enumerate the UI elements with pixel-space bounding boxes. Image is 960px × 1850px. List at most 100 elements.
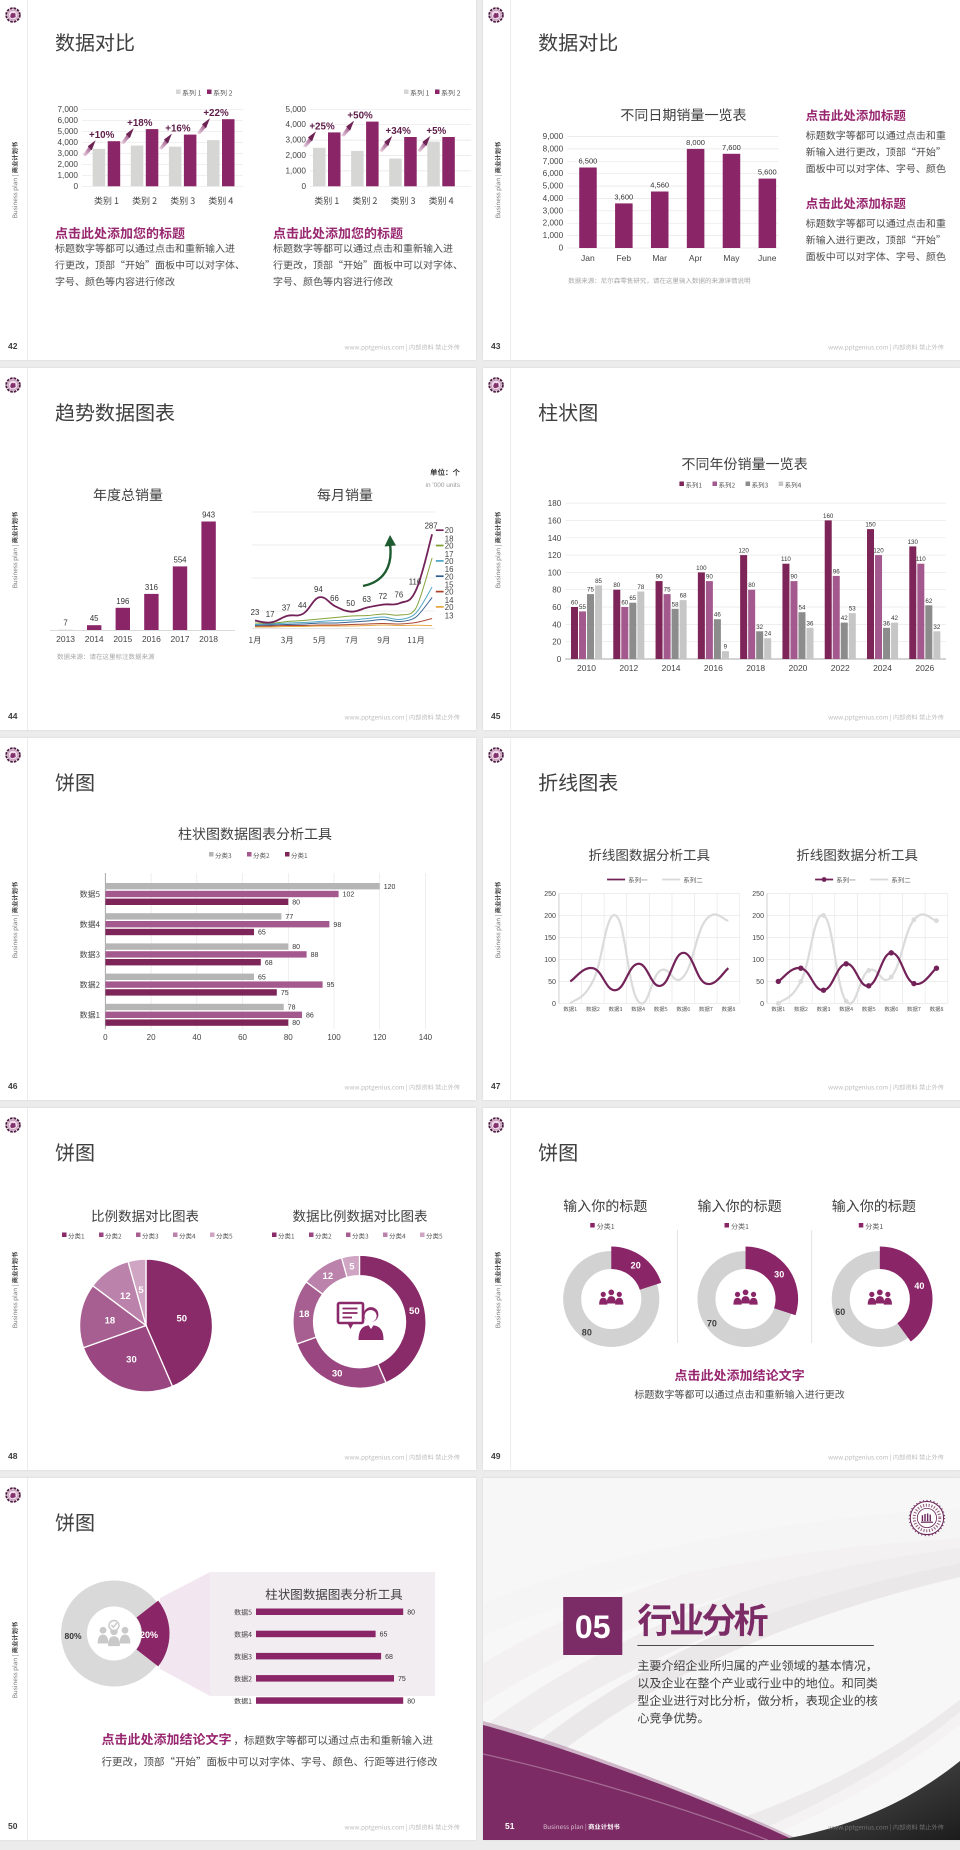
svg-text:100: 100 [327,1033,341,1042]
svg-text:2017: 2017 [171,634,190,644]
svg-text:150: 150 [865,522,876,529]
svg-text:102: 102 [343,892,355,899]
svg-text:120: 120 [373,1033,387,1042]
svg-text:32: 32 [756,624,763,631]
svg-text:51: 51 [505,1821,515,1831]
svg-text:4,000: 4,000 [543,194,564,203]
svg-text:9: 9 [724,644,728,651]
svg-text:2014: 2014 [662,663,681,673]
svg-text:50: 50 [548,979,556,986]
svg-text:287: 287 [425,522,438,531]
svg-text:80: 80 [407,1610,415,1617]
svg-text:60: 60 [571,600,578,607]
svg-text:20: 20 [445,526,454,535]
svg-text:18: 18 [299,1309,310,1320]
svg-text:12: 12 [323,1271,334,1282]
svg-text:2016: 2016 [142,634,161,644]
svg-text:20: 20 [631,1260,641,1270]
svg-text:30: 30 [126,1354,137,1365]
svg-text:4,000: 4,000 [58,138,79,147]
svg-text:80: 80 [292,1020,300,1027]
svg-text:7: 7 [63,619,67,628]
svg-text:76: 76 [395,591,404,600]
svg-text:0: 0 [103,1033,108,1042]
svg-text:37: 37 [282,603,291,612]
svg-text:40: 40 [552,620,561,629]
svg-text:3,000: 3,000 [58,149,79,158]
svg-text:40: 40 [192,1033,201,1042]
svg-text:30: 30 [774,1270,784,1280]
svg-text:13: 13 [445,611,454,620]
svg-text:110: 110 [916,556,926,563]
svg-text:Mar: Mar [652,253,667,263]
svg-text:120: 120 [738,548,749,555]
svg-text:50: 50 [756,979,764,986]
svg-text:65: 65 [380,1632,388,1639]
svg-text:+34%: +34% [386,126,412,137]
svg-text:196: 196 [116,597,129,606]
svg-text:36: 36 [807,620,814,627]
svg-text:5,000: 5,000 [58,127,79,136]
svg-text:0: 0 [552,1001,556,1008]
svg-text:75: 75 [587,587,594,594]
svg-text:60: 60 [621,600,628,607]
svg-text:5,000: 5,000 [286,105,307,114]
svg-text:68: 68 [385,1654,393,1661]
svg-text:30: 30 [332,1369,343,1380]
svg-text:17: 17 [445,550,454,559]
svg-text:2012: 2012 [619,663,638,673]
svg-text:40: 40 [914,1281,924,1291]
svg-text:94: 94 [314,585,323,594]
svg-text:80: 80 [748,582,755,589]
svg-text:68: 68 [680,593,687,600]
svg-text:100: 100 [696,565,707,572]
svg-text:48: 48 [8,1451,18,1461]
svg-text:85: 85 [595,578,602,585]
svg-text:47: 47 [491,1081,501,1091]
svg-text:0: 0 [760,1001,764,1008]
svg-text:4,560: 4,560 [650,181,669,190]
svg-text:943: 943 [202,510,215,519]
svg-text:5,600: 5,600 [758,168,777,177]
svg-text:6,000: 6,000 [58,116,79,125]
svg-text:7,000: 7,000 [543,157,564,166]
svg-text:54: 54 [799,605,806,612]
svg-text:100: 100 [752,957,764,964]
svg-text:80%: 80% [64,1631,81,1641]
svg-text:80: 80 [613,582,620,589]
svg-text:2,000: 2,000 [58,160,79,169]
svg-text:18: 18 [105,1316,116,1327]
svg-text:45: 45 [90,614,99,623]
svg-text:50: 50 [176,1314,187,1325]
svg-text:1,000: 1,000 [543,231,564,240]
svg-text:6,500: 6,500 [579,156,598,165]
svg-text:55: 55 [579,604,586,611]
svg-text:0: 0 [73,182,78,191]
svg-text:130: 130 [908,539,919,546]
svg-text:110: 110 [781,556,791,563]
svg-text:+16%: +16% [165,124,191,135]
svg-text:98: 98 [333,922,341,929]
svg-text:+22%: +22% [203,108,229,119]
svg-text:20%: 20% [140,1630,158,1640]
svg-text:7,600: 7,600 [722,143,741,152]
svg-text:58: 58 [672,601,679,608]
svg-text:2020: 2020 [788,663,807,673]
svg-text:43: 43 [491,341,501,351]
svg-text:1,000: 1,000 [286,166,307,175]
svg-text:4,000: 4,000 [286,120,307,129]
svg-text:24: 24 [764,631,771,638]
svg-text:200: 200 [544,913,556,920]
svg-text:20: 20 [445,542,454,551]
svg-text:23: 23 [251,608,260,617]
svg-text:+50%: +50% [347,111,373,122]
svg-text:46: 46 [8,1081,18,1091]
svg-text:100: 100 [548,568,562,577]
svg-text:2024: 2024 [873,663,892,673]
svg-text:100: 100 [544,957,556,964]
svg-text:60: 60 [552,603,561,612]
svg-text:2,000: 2,000 [543,219,564,228]
svg-text:65: 65 [629,595,636,602]
svg-text:3,000: 3,000 [543,206,564,215]
svg-text:88: 88 [311,952,319,959]
